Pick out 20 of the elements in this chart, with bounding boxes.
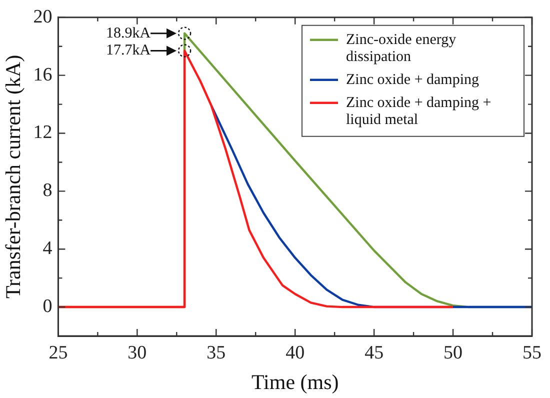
x-tick-label: 30 (128, 342, 147, 364)
x-tick-label: 55 (522, 342, 542, 364)
y-tick-label: 4 (42, 238, 53, 260)
legend-label: Zinc-oxide energy dissipation (346, 32, 460, 65)
y-tick-label: 20 (33, 6, 52, 28)
y-tick-label: 0 (42, 296, 52, 318)
y-axis-title: Transfer-branch current (kA) (1, 54, 26, 299)
annotation: 17.7kA (106, 42, 151, 59)
x-tick-label: 50 (444, 342, 463, 364)
x-axis-title: Time (ms) (251, 370, 339, 394)
x-tick-label: 40 (286, 342, 305, 364)
x-tick-label: 45 (364, 342, 384, 364)
y-tick-label: 12 (33, 122, 52, 144)
x-tick-label: 35 (206, 342, 226, 364)
y-tick-label: 16 (33, 64, 52, 86)
annotation: 18.9kA (106, 25, 151, 42)
legend-label: Zinc oxide + damping + liquid metal (346, 94, 495, 128)
legend-label: Zinc oxide + damping (346, 72, 480, 88)
y-tick-label: 8 (42, 180, 52, 202)
x-tick-label: 25 (48, 342, 68, 364)
